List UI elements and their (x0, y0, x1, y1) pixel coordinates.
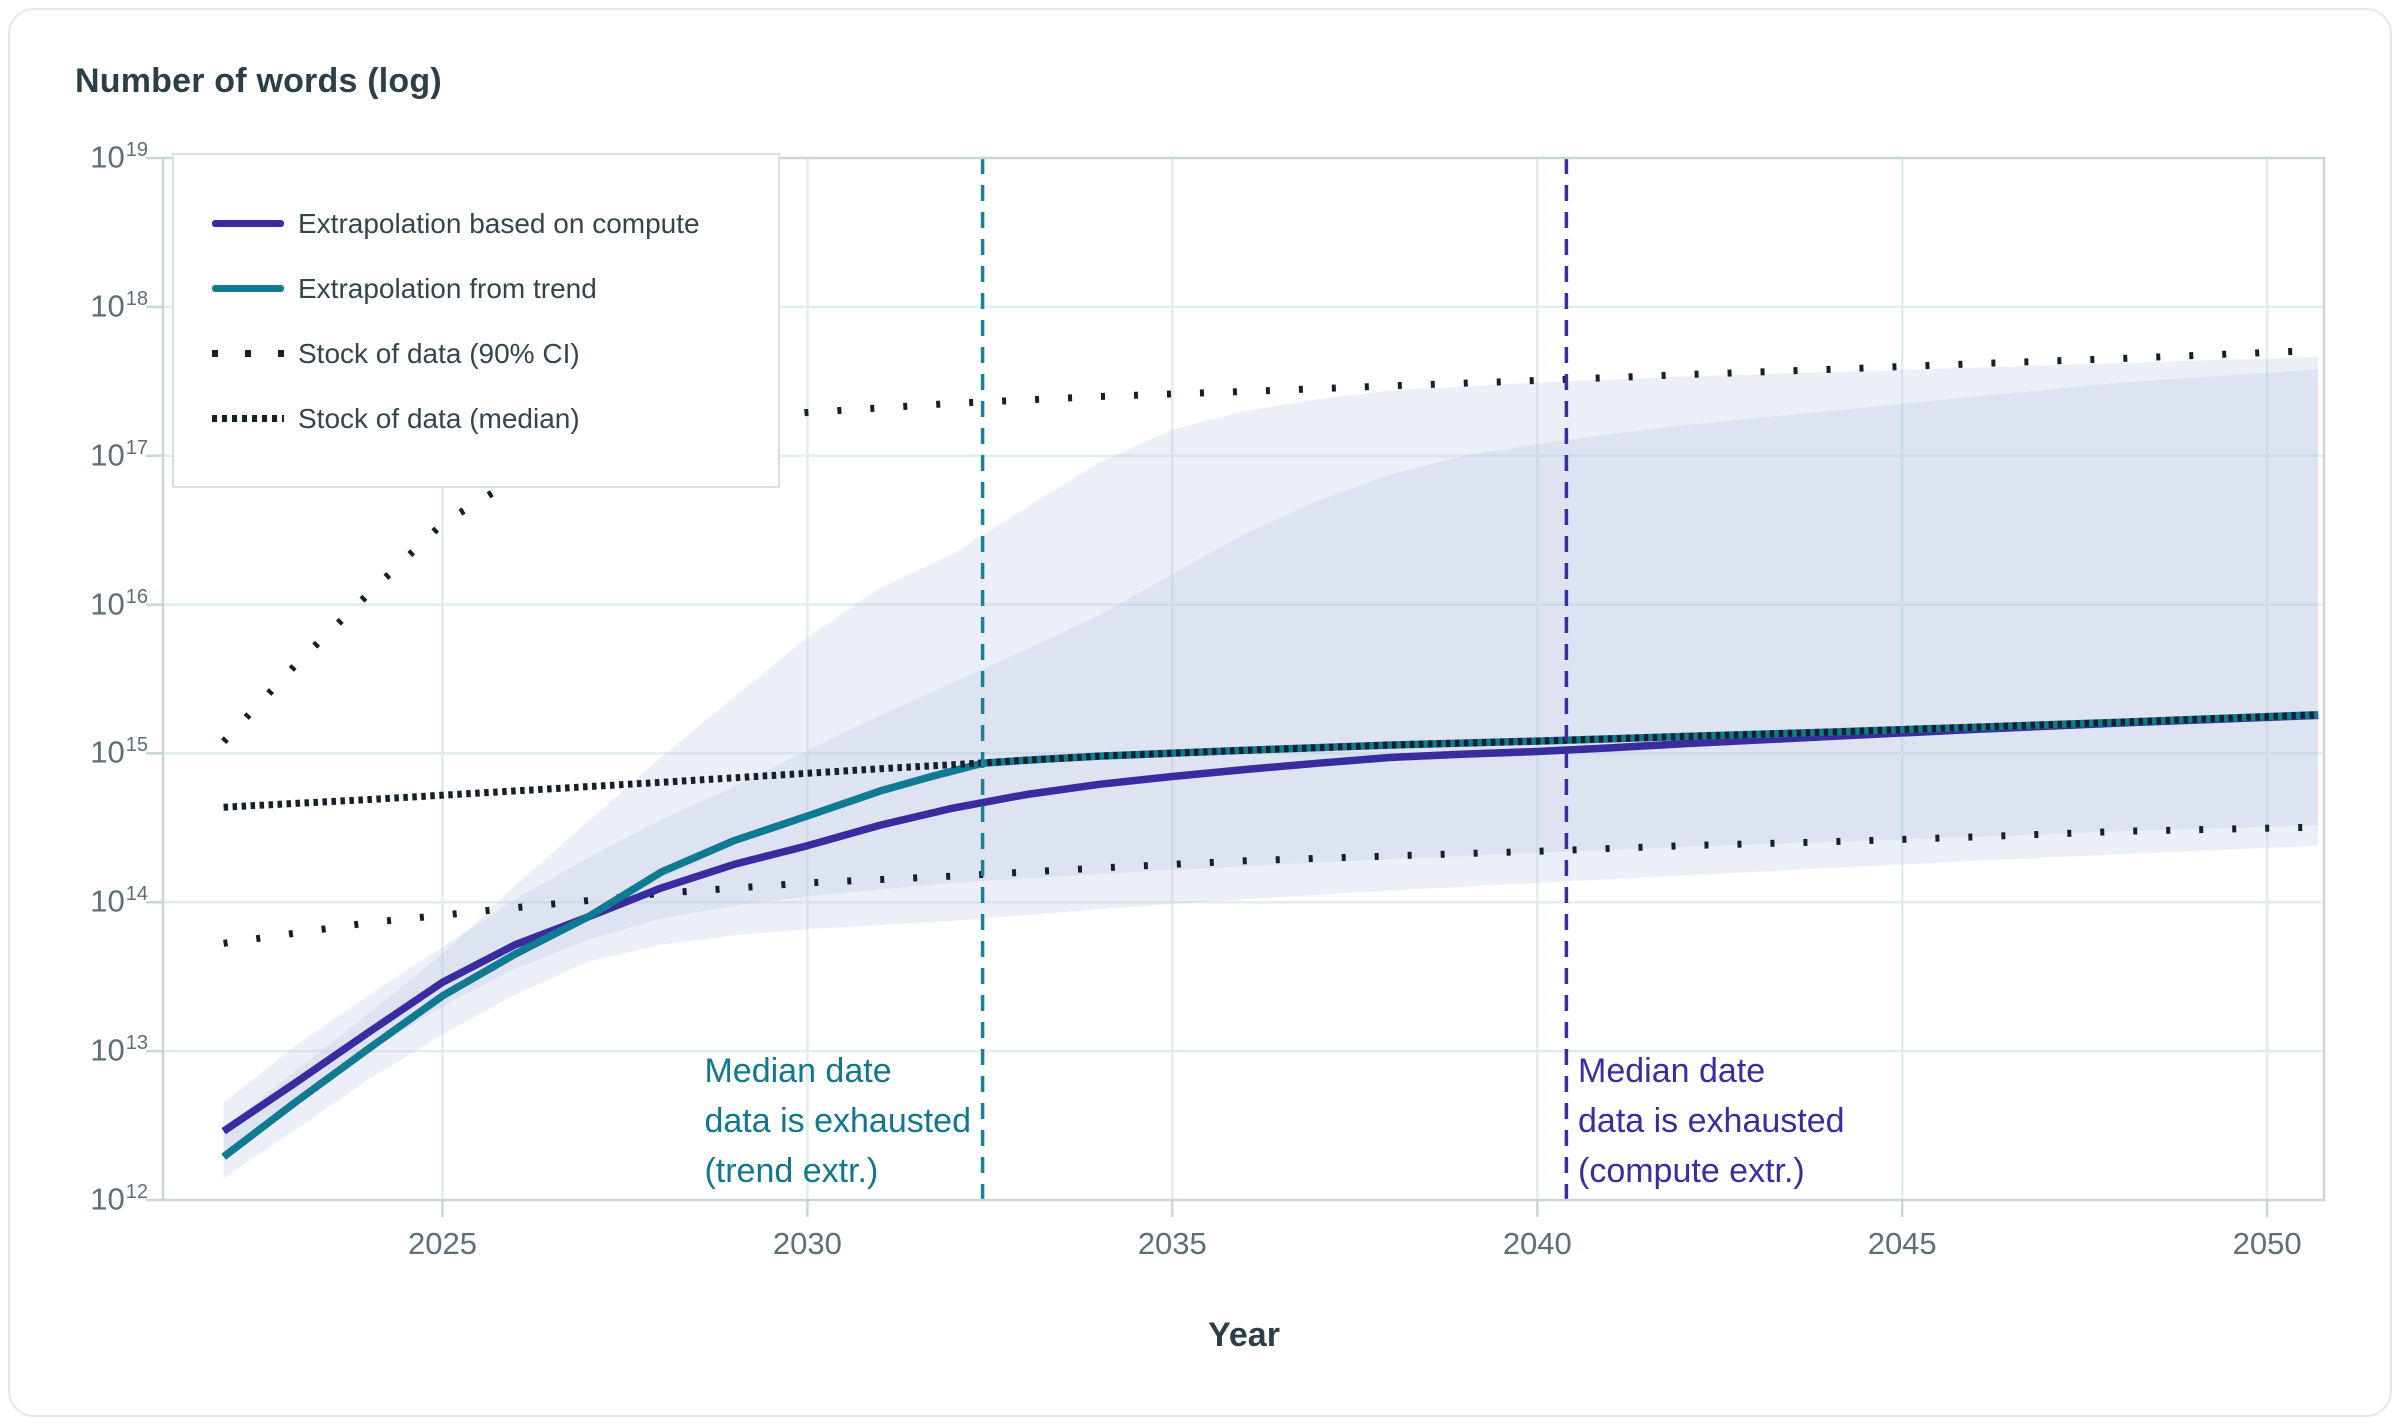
x-tick-label: 2030 (772, 1226, 842, 1261)
trend-line-swatch-icon (212, 285, 284, 292)
plot-border (161, 156, 2326, 1202)
sparse-dotted-swatch-icon (212, 350, 284, 357)
compute-extrapolation-ci-band (223, 369, 2319, 1152)
annotation-line: Median date (704, 1052, 892, 1090)
compute-exhausted-annotation: Median date data is exhausted (compute e… (1578, 1046, 1845, 1196)
y-tick-label: 1019 (90, 139, 148, 175)
y-tick-label: 1014 (90, 883, 148, 919)
legend-label: Stock of data (median) (298, 402, 580, 434)
legend-label: Stock of data (90% CI) (298, 337, 580, 369)
legend-label: Extrapolation based on compute (298, 207, 700, 239)
compute-extrapolation-line (221, 711, 2319, 1135)
compute-line-swatch-icon (212, 220, 284, 227)
stock-lower-ci-line (223, 823, 2319, 947)
stock-median-line (223, 711, 2319, 811)
x-tick-label: 2040 (1502, 1226, 1572, 1261)
y-tick-label: 1012 (90, 1181, 148, 1217)
legend: Extrapolation based on compute Extrapola… (172, 153, 780, 488)
legend-item-compute-extrapolation[interactable]: Extrapolation based on compute (212, 191, 778, 256)
y-tick-label: 1015 (90, 734, 148, 770)
x-tick-label: 2045 (1867, 1226, 1937, 1261)
legend-label: Extrapolation from trend (298, 272, 597, 304)
dense-dotted-swatch-icon (212, 415, 284, 422)
y-tick-label: 1013 (90, 1032, 148, 1068)
x-tick-label: 2050 (2232, 1226, 2302, 1261)
legend-item-trend-extrapolation[interactable]: Extrapolation from trend (212, 256, 778, 321)
trend-exhausted-annotation: Median date data is exhausted (trend ext… (704, 1046, 971, 1196)
y-tick-label: 1018 (90, 288, 148, 324)
y-tick-label: 1017 (90, 436, 148, 473)
annotation-line: Median date (1578, 1052, 1766, 1090)
x-axis-title: Year (1208, 1316, 1280, 1354)
annotation-line: (compute extr.) (1578, 1152, 1805, 1190)
legend-item-stock-median[interactable]: Stock of data (median) (212, 386, 778, 451)
annotation-line: data is exhausted (704, 1102, 971, 1140)
stock-upper-ci-line (221, 346, 2319, 744)
x-tick-label: 2025 (408, 1226, 477, 1261)
annotation-line: data is exhausted (1578, 1102, 1845, 1140)
chart-title: Number of words (log) (75, 62, 442, 100)
x-tick-label: 2035 (1137, 1226, 1207, 1261)
y-tick-label: 1016 (90, 585, 148, 622)
legend-item-stock-ci[interactable]: Stock of data (90% CI) (212, 321, 778, 386)
annotation-line: (trend extr.) (704, 1152, 879, 1190)
